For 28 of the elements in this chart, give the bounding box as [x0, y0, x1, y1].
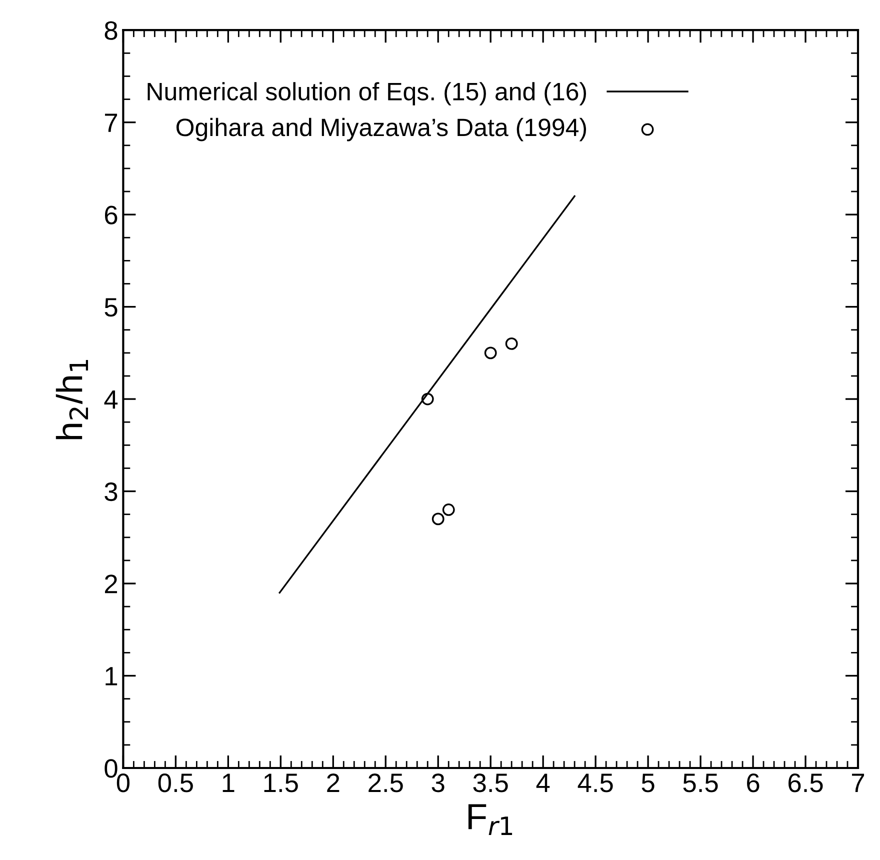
x-tick-label: 1.5 — [264, 774, 298, 792]
x-tick-label: 0.5 — [158, 774, 193, 792]
y-tick-label: 6 — [105, 206, 118, 224]
x-tick-label: 3 — [432, 774, 444, 792]
legend-label: Ogihara and Miyazawa’s Data (1994) — [176, 118, 586, 142]
y-tick-label: 2 — [104, 574, 118, 594]
x-tick-label: 3.5 — [473, 774, 508, 792]
y-tick-label: 4 — [104, 390, 118, 409]
legend-label: Numerical solution of Eqs. (15) and (16) — [148, 82, 586, 106]
y-tick-label: 1 — [106, 667, 118, 686]
x-tick-label: 6 — [747, 774, 760, 792]
x-tick-label: 5 — [642, 774, 654, 792]
x-tick-label: 5.5 — [683, 774, 718, 792]
x-tick-label: 2.5 — [368, 774, 403, 792]
y-tick-label: 3 — [104, 482, 118, 502]
y-tick-label: 5 — [104, 298, 118, 317]
x-tick-label: 2 — [327, 774, 340, 792]
x-axis-title: F$_{r1}$ — [468, 804, 512, 836]
x-tick-label: 4 — [536, 774, 550, 792]
x-tick-label: 1 — [222, 774, 234, 792]
x-tick-label: 4.5 — [578, 774, 613, 792]
y-tick-label: 7 — [105, 114, 118, 132]
y-tick-label: 0 — [104, 759, 118, 778]
x-tick-label: 6.5 — [788, 774, 823, 792]
x-tick-label: 7 — [852, 774, 864, 792]
y-axis-title: h$_{2}$/h$_{1}$ — [56, 360, 88, 440]
x-tick-label: 0 — [116, 774, 130, 792]
y-tick-label: 8 — [104, 21, 118, 40]
